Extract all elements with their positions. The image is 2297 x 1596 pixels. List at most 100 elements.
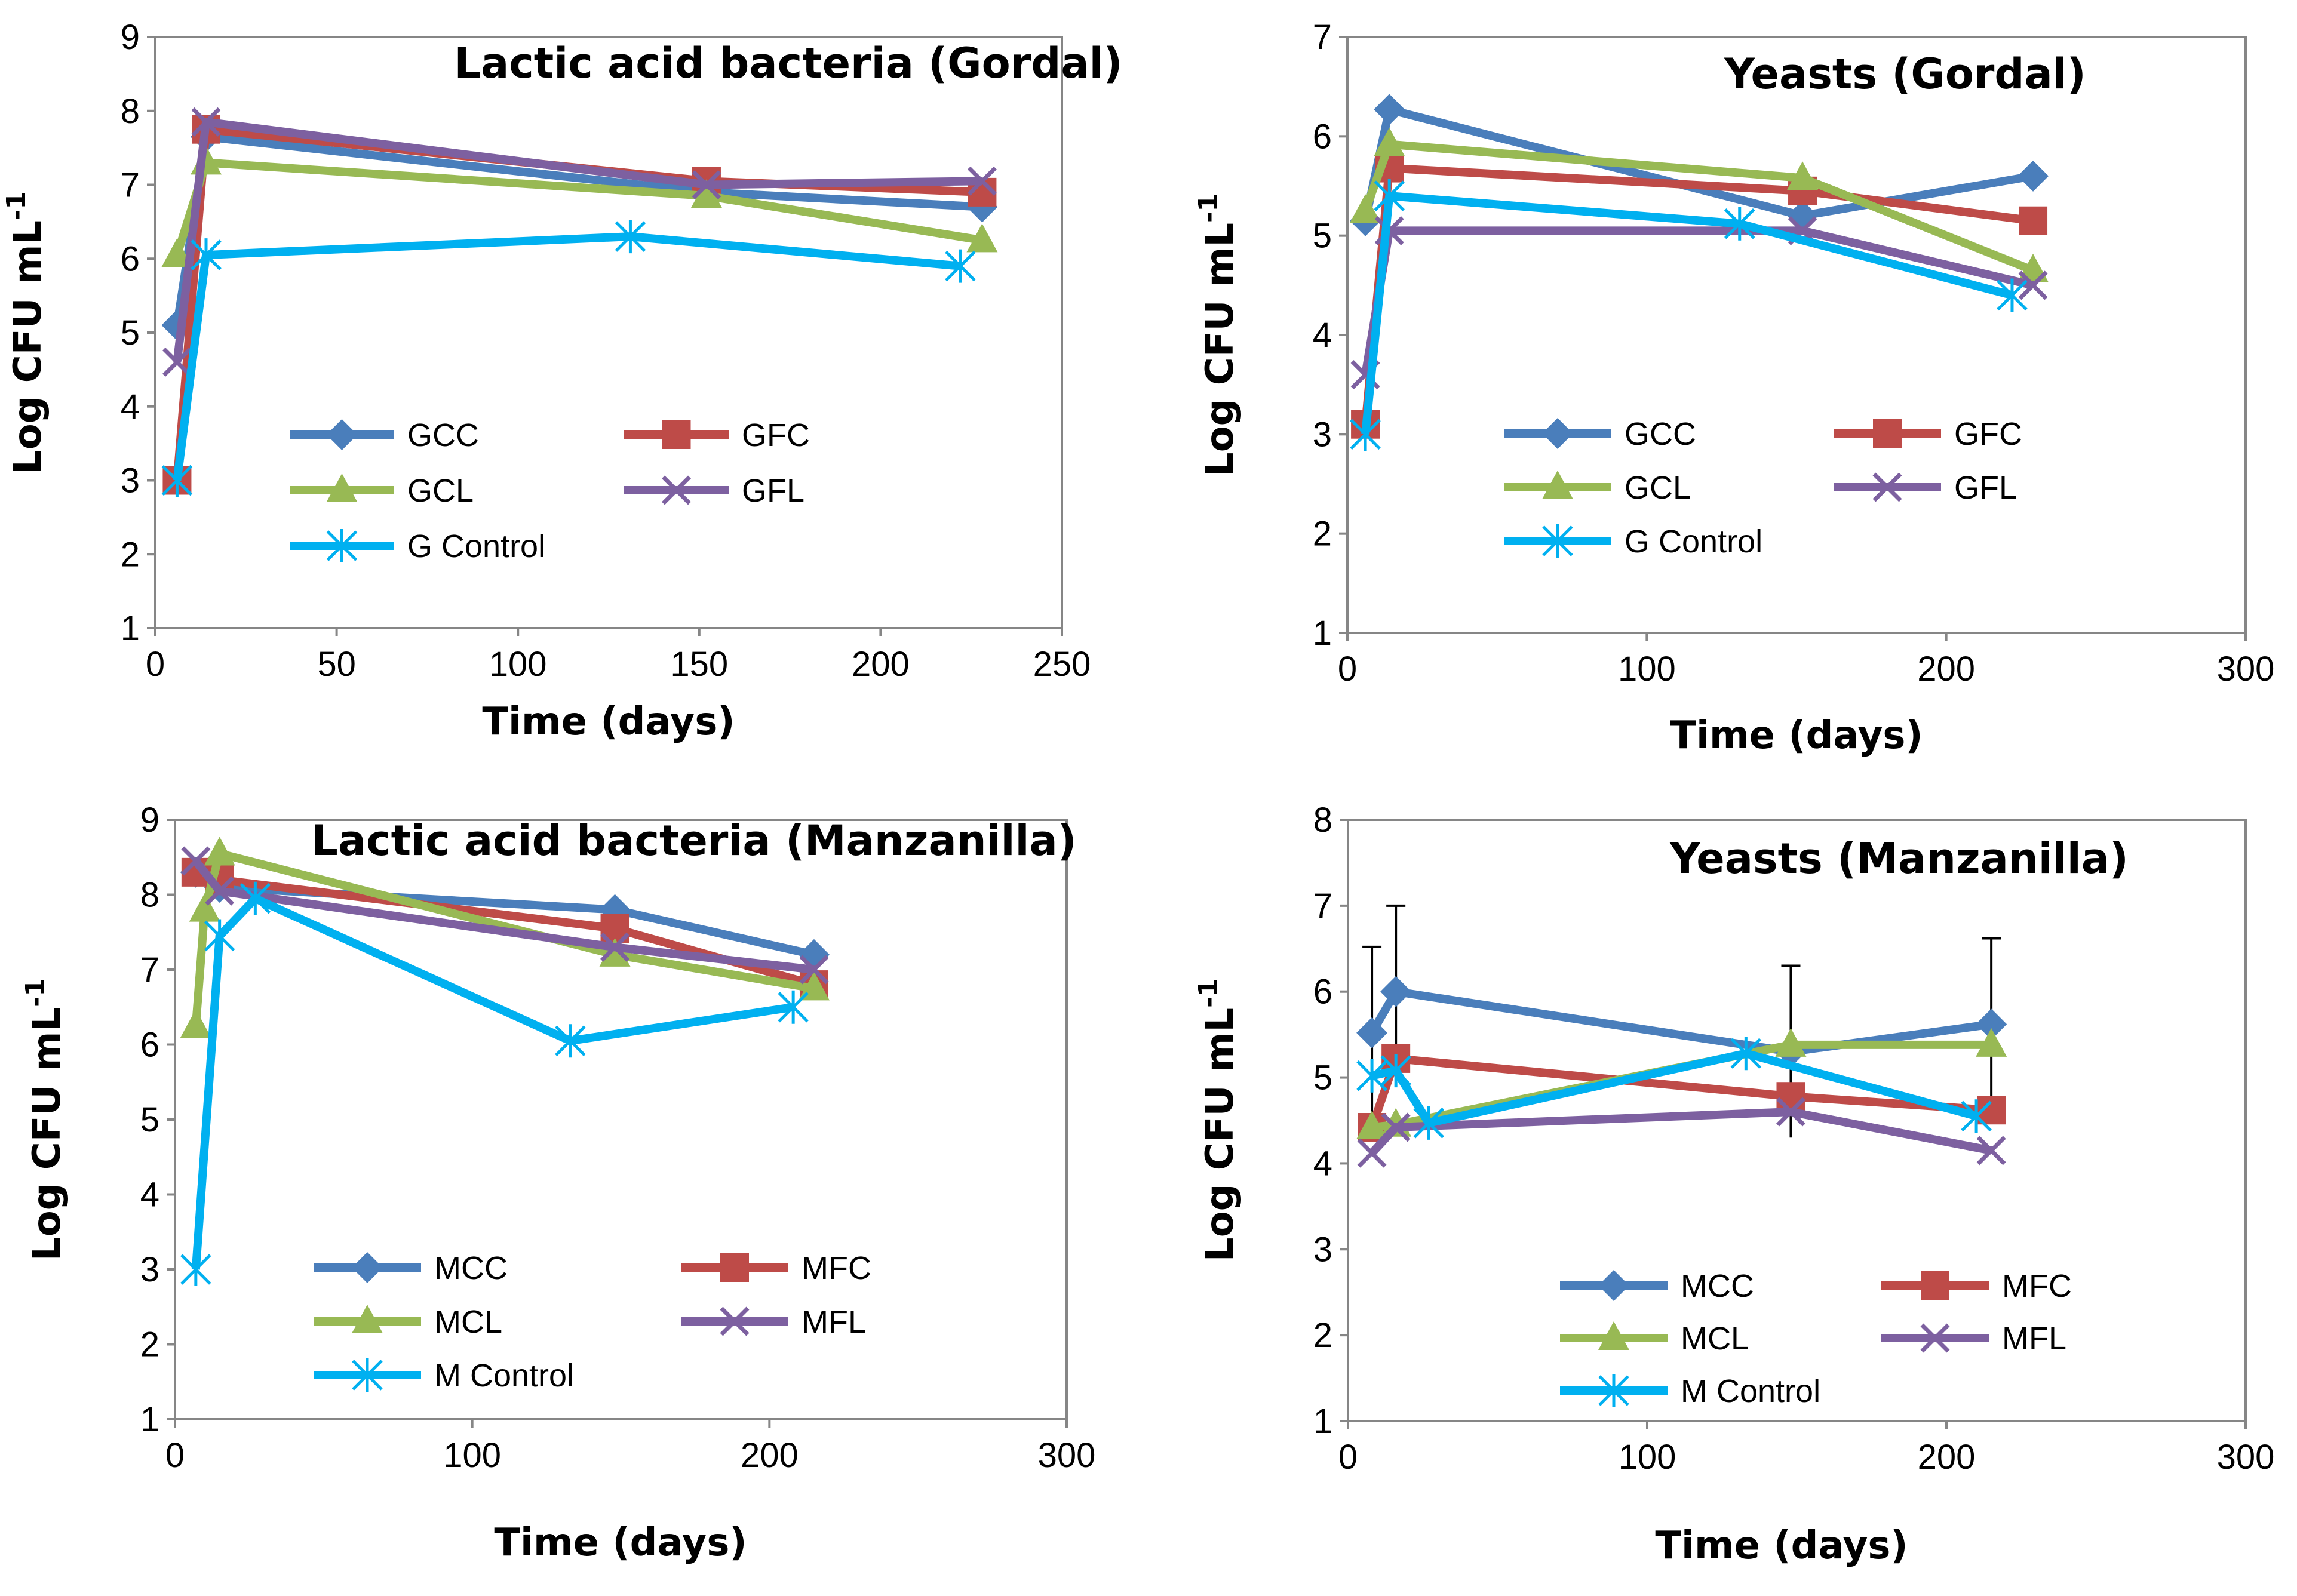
legend-marker — [720, 1306, 750, 1336]
legend-label: M Control — [434, 1358, 574, 1394]
data-point — [1356, 1111, 1388, 1140]
data-point — [599, 937, 631, 967]
y-tick-label: 9 — [140, 801, 159, 839]
legend-label: GFL — [1954, 470, 2017, 506]
y-tick-label: 6 — [1313, 117, 1332, 156]
data-point — [1356, 1059, 1387, 1093]
data-point — [1356, 1017, 1388, 1048]
y-tick-label: 4 — [1313, 1144, 1332, 1183]
x-tick-label: 300 — [2217, 1438, 2275, 1477]
data-point — [555, 1024, 586, 1058]
series-line — [173, 232, 961, 481]
series-line — [1368, 1054, 1992, 1129]
legend-label: M Control — [1681, 1373, 1820, 1409]
legend-marker — [1598, 1321, 1629, 1350]
legend: MCC MFC MCL MFL M Control — [314, 1250, 871, 1394]
y-axis-title: Log CFU mL-1 — [1193, 193, 1242, 476]
y-tick-label: 5 — [140, 1100, 159, 1139]
x-axis-title: Time (days) — [1655, 1524, 1908, 1568]
x-tick-label: 0 — [146, 645, 165, 684]
data-point — [2017, 160, 2049, 192]
series-gfc — [1351, 153, 2048, 439]
y-tick-label: 1 — [140, 1400, 159, 1439]
legend-entry: GCL — [290, 473, 474, 509]
series-g-control — [161, 220, 976, 497]
x-axis-title: Time (days) — [482, 700, 735, 744]
plot-area — [154, 36, 1063, 629]
x-tick-label: 250 — [1033, 645, 1091, 684]
data-point — [1413, 1106, 1445, 1140]
data-point — [615, 220, 646, 254]
plot-area — [1346, 36, 2247, 634]
legend-label: MFC — [802, 1250, 871, 1286]
x-tick-label: 50 — [317, 645, 356, 684]
legend-entry: GFC — [1834, 416, 2022, 452]
data-point — [967, 166, 997, 196]
y-tick-label: 5 — [1313, 217, 1332, 256]
legend-entry: G Control — [290, 528, 545, 564]
series-gcc — [161, 121, 998, 341]
legend-label: MCC — [1681, 1268, 1754, 1304]
legend-entry: M Control — [1560, 1373, 1820, 1409]
legend-label: MFL — [2002, 1321, 2066, 1357]
y-tick-label: 7 — [140, 951, 159, 989]
chart-title: Lactic acid bacteria (Gordal) — [454, 39, 1122, 88]
y-axis-title: Log CFU mL-1 — [1193, 979, 1242, 1262]
legend-entry: GCC — [290, 417, 479, 453]
data-point — [1380, 976, 1412, 1007]
y-tick-label: 3 — [140, 1250, 159, 1289]
y-tick-label: 3 — [1313, 415, 1332, 454]
chart-panel-1: 1 2 3 4 5 6 7 8 9 0 50 100 150 200 250 GCC GFC GCL GFL G Co… — [1, 18, 1123, 744]
data-point — [1976, 1136, 2006, 1166]
data-point — [180, 1009, 211, 1038]
y-tick-label: 7 — [1313, 18, 1332, 57]
data-point — [239, 881, 271, 915]
data-point — [1776, 1097, 1805, 1127]
data-point — [1787, 161, 1819, 190]
data-point — [1350, 194, 1381, 223]
y-tick-label: 2 — [140, 1326, 159, 1364]
legend-label: GCL — [407, 473, 474, 509]
y-tick-label: 1 — [121, 609, 140, 648]
plot-area — [1347, 819, 2247, 1422]
legend-label: GCC — [1625, 416, 1696, 452]
data-point — [180, 1253, 211, 1286]
y-tick-label: 1 — [1313, 1402, 1332, 1441]
series-line — [1361, 164, 2034, 425]
legend-entry: G Control — [1504, 524, 1762, 559]
legend-marker — [326, 419, 358, 450]
y-tick-label: 2 — [1313, 515, 1332, 553]
data-point — [1997, 278, 2028, 312]
legend-entry: MFL — [1881, 1321, 2066, 1357]
legend-label: MCL — [1681, 1321, 1749, 1357]
legend-marker — [326, 473, 358, 502]
data-point — [966, 223, 998, 253]
x-axis-title: Time (days) — [494, 1521, 747, 1565]
chart-title: Yeasts (Manzanilla) — [1669, 834, 2129, 883]
legend-entry: M Control — [314, 1358, 574, 1394]
y-tick-label: 2 — [1313, 1316, 1332, 1355]
legend-entry: GFC — [624, 417, 810, 453]
legend-marker — [352, 1358, 383, 1392]
legend-marker — [1598, 1270, 1629, 1301]
y-axis-title: Log CFU mL-1 — [1, 191, 50, 474]
series-line — [1361, 140, 2035, 275]
y-tick-label: 2 — [121, 535, 140, 574]
data-point — [191, 238, 222, 272]
legend-label: GFC — [1954, 416, 2022, 452]
legend-entry: MFC — [1881, 1268, 2072, 1304]
chart-title: Yeasts (Gordal) — [1724, 50, 2086, 99]
y-tick-label: 4 — [140, 1176, 159, 1214]
legend-marker — [1598, 1374, 1629, 1407]
x-tick-label: 300 — [1038, 1436, 1096, 1475]
legend-entry: MFC — [681, 1250, 871, 1286]
y-tick-label: 5 — [121, 313, 140, 352]
series-g-control — [1350, 179, 2028, 451]
legend-entry: MCL — [1560, 1321, 1749, 1357]
legend-entry: MCL — [314, 1304, 502, 1340]
y-tick-label: 7 — [1313, 887, 1332, 925]
data-point — [1976, 1028, 2007, 1057]
data-point — [191, 107, 221, 137]
y-tick-label: 3 — [1313, 1230, 1332, 1269]
x-tick-label: 200 — [1918, 1438, 1976, 1477]
